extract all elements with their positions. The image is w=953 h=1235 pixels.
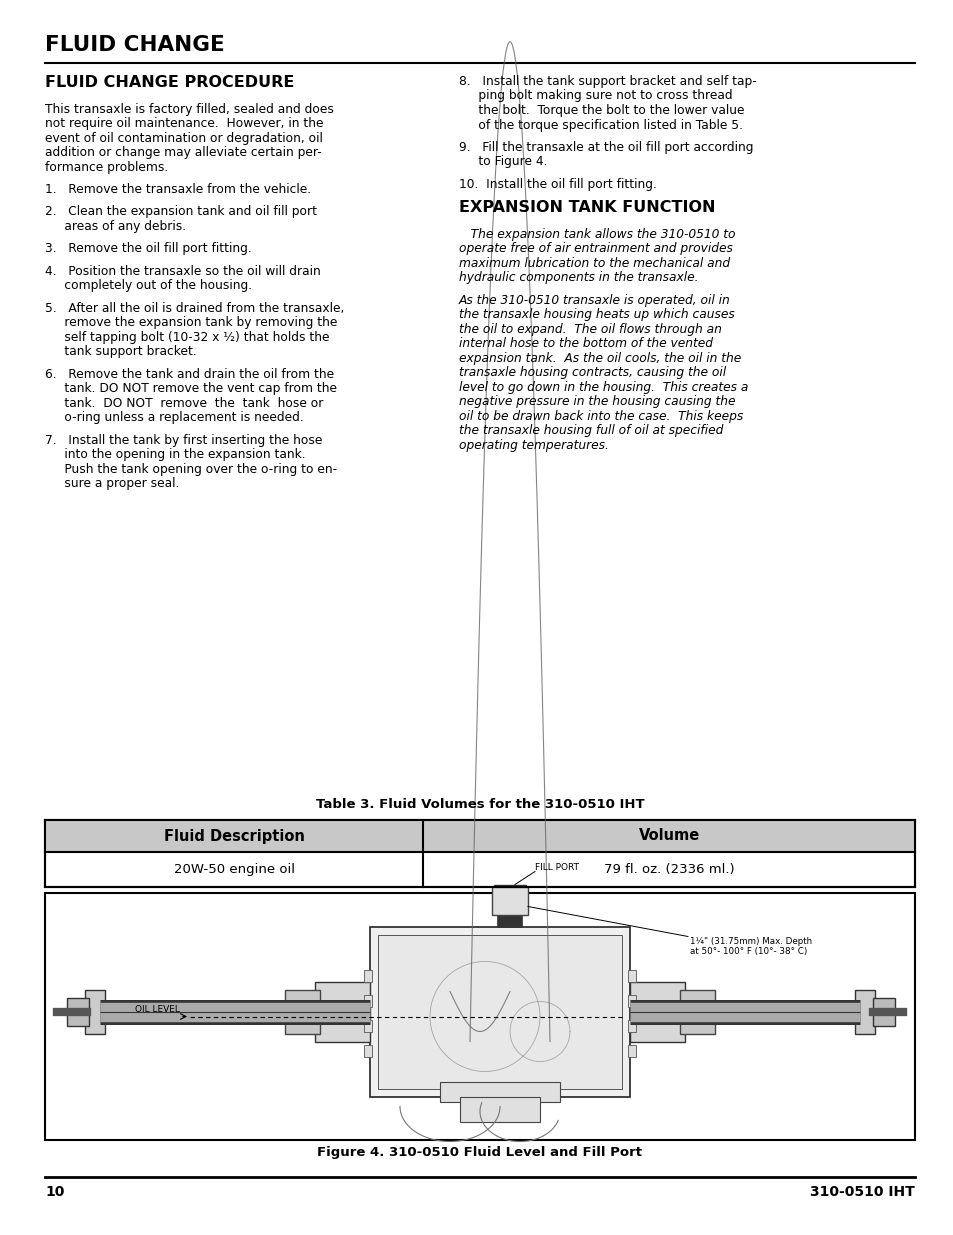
Bar bbox=[627, 969, 636, 982]
Text: oil to be drawn back into the case.  This keeps: oil to be drawn back into the case. This… bbox=[458, 410, 742, 422]
Text: the oil to expand.  The oil flows through an: the oil to expand. The oil flows through… bbox=[458, 322, 721, 336]
Bar bbox=[364, 969, 372, 982]
Text: expansion tank.  As the oil cools, the oil in the: expansion tank. As the oil cools, the oi… bbox=[458, 352, 740, 366]
Text: The expansion tank allows the 310-0510 to: The expansion tank allows the 310-0510 t… bbox=[458, 228, 735, 241]
Text: the transaxle housing full of oil at specified: the transaxle housing full of oil at spe… bbox=[458, 425, 722, 437]
Bar bbox=[314, 982, 370, 1041]
Text: 3.   Remove the oil fill port fitting.: 3. Remove the oil fill port fitting. bbox=[45, 242, 252, 256]
Bar bbox=[45, 820, 914, 887]
Text: of the torque specification listed in Table 5.: of the torque specification listed in Ta… bbox=[458, 119, 742, 131]
Text: tank support bracket.: tank support bracket. bbox=[45, 346, 196, 358]
Text: completely out of the housing.: completely out of the housing. bbox=[45, 279, 252, 293]
Text: 2.   Clean the expansion tank and oil fill port: 2. Clean the expansion tank and oil fill… bbox=[45, 205, 316, 219]
Text: operate free of air entrainment and provides: operate free of air entrainment and prov… bbox=[458, 242, 732, 256]
Text: 6.   Remove the tank and drain the oil from the: 6. Remove the tank and drain the oil fro… bbox=[45, 368, 334, 380]
Text: 79 fl. oz. (2336 ml.): 79 fl. oz. (2336 ml.) bbox=[603, 863, 734, 876]
Text: 310-0510 IHT: 310-0510 IHT bbox=[809, 1186, 914, 1199]
Text: OIL LEVEL: OIL LEVEL bbox=[135, 1005, 180, 1014]
Text: areas of any debris.: areas of any debris. bbox=[45, 220, 186, 233]
Bar bbox=[67, 998, 89, 1025]
Bar bbox=[459, 1097, 539, 1121]
Bar bbox=[627, 1020, 636, 1031]
Text: As the 310-0510 transaxle is operated, oil in: As the 310-0510 transaxle is operated, o… bbox=[458, 294, 730, 308]
Text: Table 3. Fluid Volumes for the 310-0510 IHT: Table 3. Fluid Volumes for the 310-0510 … bbox=[315, 798, 643, 811]
Text: EXPANSION TANK FUNCTION: EXPANSION TANK FUNCTION bbox=[458, 200, 715, 215]
Bar bbox=[492, 887, 527, 914]
Bar bbox=[45, 820, 914, 852]
Text: internal hose to the bottom of the vented: internal hose to the bottom of the vente… bbox=[458, 337, 712, 351]
Text: 8.   Install the tank support bracket and self tap-: 8. Install the tank support bracket and … bbox=[458, 75, 756, 88]
Bar bbox=[364, 994, 372, 1007]
Text: transaxle housing contracts, causing the oil: transaxle housing contracts, causing the… bbox=[458, 367, 725, 379]
Text: tank. DO NOT remove the vent cap from the: tank. DO NOT remove the vent cap from th… bbox=[45, 383, 336, 395]
Text: sure a proper seal.: sure a proper seal. bbox=[45, 478, 179, 490]
Text: 1.   Remove the transaxle from the vehicle.: 1. Remove the transaxle from the vehicle… bbox=[45, 183, 311, 196]
Bar bbox=[627, 1045, 636, 1056]
Text: 9.   Fill the transaxle at the oil fill port according: 9. Fill the transaxle at the oil fill po… bbox=[458, 141, 753, 154]
Text: remove the expansion tank by removing the: remove the expansion tank by removing th… bbox=[45, 316, 337, 330]
Text: tank.  DO NOT  remove  the  tank  hose or: tank. DO NOT remove the tank hose or bbox=[45, 396, 323, 410]
Text: to Figure 4.: to Figure 4. bbox=[458, 156, 547, 168]
Bar bbox=[679, 989, 714, 1034]
Text: into the opening in the expansion tank.: into the opening in the expansion tank. bbox=[45, 448, 305, 462]
Bar bbox=[45, 893, 914, 1140]
Text: o-ring unless a replacement is needed.: o-ring unless a replacement is needed. bbox=[45, 411, 303, 425]
Bar bbox=[85, 989, 105, 1034]
Text: self tapping bolt (10-32 x ½) that holds the: self tapping bolt (10-32 x ½) that holds… bbox=[45, 331, 329, 343]
Bar bbox=[872, 998, 894, 1025]
Text: FLUID CHANGE PROCEDURE: FLUID CHANGE PROCEDURE bbox=[45, 75, 294, 90]
Text: the transaxle housing heats up which causes: the transaxle housing heats up which cau… bbox=[458, 309, 734, 321]
Text: level to go down in the housing.  This creates a: level to go down in the housing. This cr… bbox=[458, 380, 747, 394]
Text: 7.   Install the tank by first inserting the hose: 7. Install the tank by first inserting t… bbox=[45, 433, 322, 447]
Text: FILL PORT: FILL PORT bbox=[535, 862, 578, 872]
Bar bbox=[497, 897, 521, 926]
Bar bbox=[370, 926, 629, 1097]
Bar bbox=[377, 935, 621, 1088]
Bar bbox=[285, 989, 319, 1034]
Text: 1¼" (31.75mm) Max. Depth
at 50°- 100° F (10°- 38° C): 1¼" (31.75mm) Max. Depth at 50°- 100° F … bbox=[689, 936, 811, 956]
Text: 4.   Position the transaxle so the oil will drain: 4. Position the transaxle so the oil wil… bbox=[45, 266, 320, 278]
Text: addition or change may alleviate certain per-: addition or change may alleviate certain… bbox=[45, 146, 321, 159]
Text: Figure 4. 310-0510 Fluid Level and Fill Port: Figure 4. 310-0510 Fluid Level and Fill … bbox=[317, 1146, 641, 1158]
Bar bbox=[439, 1082, 559, 1102]
Text: operating temperatures.: operating temperatures. bbox=[458, 438, 608, 452]
Bar bbox=[494, 884, 525, 897]
Text: not require oil maintenance.  However, in the: not require oil maintenance. However, in… bbox=[45, 117, 323, 130]
Text: Fluid Description: Fluid Description bbox=[164, 829, 304, 844]
Text: formance problems.: formance problems. bbox=[45, 161, 168, 174]
Text: 20W-50 engine oil: 20W-50 engine oil bbox=[173, 863, 294, 876]
Bar bbox=[364, 1020, 372, 1031]
Text: the bolt.  Torque the bolt to the lower value: the bolt. Torque the bolt to the lower v… bbox=[458, 104, 743, 117]
Bar bbox=[627, 994, 636, 1007]
Text: ping bolt making sure not to cross thread: ping bolt making sure not to cross threa… bbox=[458, 89, 732, 103]
Bar bbox=[854, 989, 874, 1034]
Bar bbox=[364, 1045, 372, 1056]
Text: hydraulic components in the transaxle.: hydraulic components in the transaxle. bbox=[458, 272, 698, 284]
Text: 10.  Install the oil fill port fitting.: 10. Install the oil fill port fitting. bbox=[458, 178, 656, 191]
Text: Volume: Volume bbox=[638, 829, 700, 844]
Text: maximum lubrication to the mechanical and: maximum lubrication to the mechanical an… bbox=[458, 257, 729, 270]
Text: negative pressure in the housing causing the: negative pressure in the housing causing… bbox=[458, 395, 735, 409]
Text: This transaxle is factory filled, sealed and does: This transaxle is factory filled, sealed… bbox=[45, 103, 334, 116]
Text: 10: 10 bbox=[45, 1186, 64, 1199]
Text: FLUID CHANGE: FLUID CHANGE bbox=[45, 35, 225, 56]
Text: event of oil contamination or degradation, oil: event of oil contamination or degradatio… bbox=[45, 132, 322, 144]
Text: 5.   After all the oil is drained from the transaxle,: 5. After all the oil is drained from the… bbox=[45, 301, 344, 315]
Text: Push the tank opening over the o-ring to en-: Push the tank opening over the o-ring to… bbox=[45, 463, 336, 475]
Bar bbox=[629, 982, 684, 1041]
